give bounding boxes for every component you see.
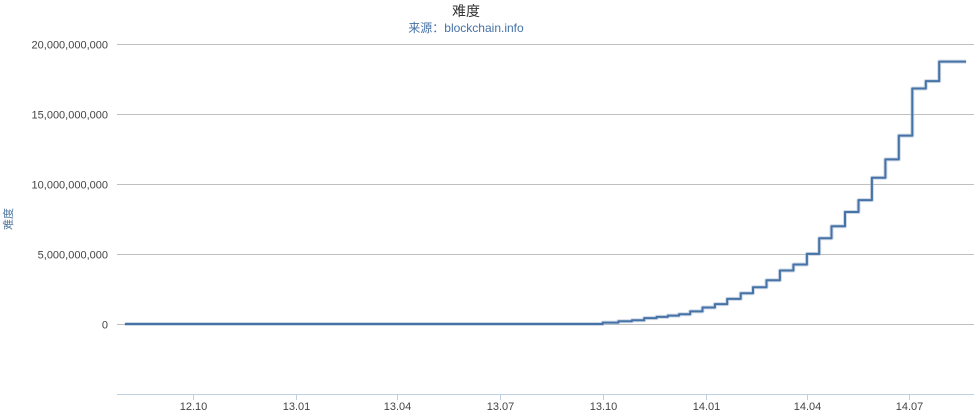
y-tick-label: 20,000,000,000 <box>32 40 108 52</box>
x-tick-label: 13.07 <box>487 401 515 411</box>
grid-lines <box>117 44 974 325</box>
chart-title: 难度 <box>452 3 480 19</box>
y-tick-label: 10,000,000,000 <box>32 180 108 192</box>
x-tick-label: 13.10 <box>590 401 618 411</box>
x-tick-label: 13.01 <box>283 401 311 411</box>
series-line-shadow <box>124 59 967 326</box>
y-axis-ticks: 0 5,000,000,000 10,000,000,000 15,000,000,0… <box>32 40 108 332</box>
x-tick-label: 14.07 <box>896 401 924 411</box>
series-group <box>124 59 967 326</box>
y-tick-label: 15,000,000,000 <box>32 110 108 122</box>
series-line <box>124 60 967 325</box>
y-tick-label: 0 <box>102 320 108 332</box>
x-axis-ticks: 12.10 13.01 13.04 13.07 13.10 14.01 14.04 14.07 <box>180 394 924 411</box>
y-tick-label: 5,000,000,000 <box>38 250 108 262</box>
x-tick-label: 14.01 <box>693 401 721 411</box>
chart-subtitle: 来源：blockchain.info <box>408 21 524 35</box>
x-tick-label: 12.10 <box>180 401 208 411</box>
y-axis-label: 难度 <box>1 208 15 230</box>
x-tick-label: 13.04 <box>384 401 412 411</box>
x-tick-label: 14.04 <box>794 401 822 411</box>
